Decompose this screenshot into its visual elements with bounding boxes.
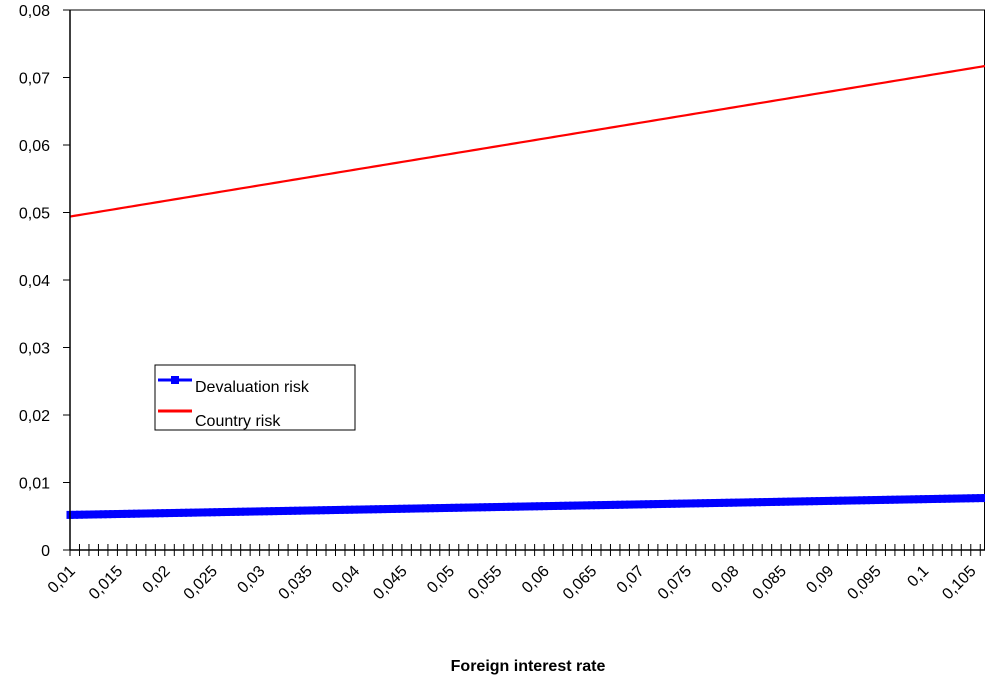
y-tick-label: 0,06: [19, 138, 50, 155]
legend-label-devaluation-risk: Devaluation risk: [195, 379, 310, 396]
x-tick-label: 0,06: [519, 563, 553, 597]
y-tick-label: 0: [41, 543, 50, 560]
x-tick-label: 0,03: [234, 563, 268, 597]
x-tick-label: 0,1: [904, 563, 932, 591]
x-tick-label: 0,07: [614, 563, 648, 597]
legend-marker-devaluation-risk: [171, 376, 179, 384]
y-tick-label: 0,01: [19, 476, 50, 493]
x-tick-label: 0,075: [655, 563, 695, 603]
y-tick-label: 0,04: [19, 273, 50, 290]
y-tick-label: 0,05: [19, 206, 50, 223]
x-tick-label: 0,05: [424, 563, 458, 597]
x-tick-label: 0,025: [181, 563, 221, 603]
legend-label-country-risk: Country risk: [195, 413, 281, 430]
y-tick-label: 0,08: [19, 3, 50, 20]
x-tick-label: 0,045: [370, 563, 410, 603]
x-tick-label: 0,08: [709, 563, 743, 597]
x-tick-label: 0,015: [86, 563, 126, 603]
x-axis: 0,01 0,015 0,02 0,025 0,03 0,035 0,04 0,045 0,05…: [45, 544, 985, 603]
x-tick-label: 0,085: [750, 563, 790, 603]
x-tick-label: 0,09: [803, 563, 837, 597]
x-tick-label: 0,035: [276, 563, 316, 603]
y-tick-label: 0,02: [19, 408, 50, 425]
legend: Devaluation risk Country risk: [155, 365, 355, 430]
y-tick-label: 0,07: [19, 71, 50, 88]
x-tick-label: 0,105: [939, 563, 979, 603]
series-line-country-risk: [70, 66, 985, 217]
x-tick-label: 0,01: [45, 563, 79, 597]
plot-area: [70, 10, 985, 550]
x-tick-label: 0,055: [465, 563, 505, 603]
x-tick-label: 0,04: [329, 563, 363, 597]
series-layer: [67, 66, 985, 519]
x-tick-label: 0,02: [140, 563, 174, 597]
x-tick-label: 0,095: [844, 563, 884, 603]
y-tick-label: 0,03: [19, 341, 50, 358]
x-axis-label: Foreign interest rate: [451, 658, 606, 675]
y-axis: 0 0,01 0,02 0,03 0,04 0,05 0,06 0,07 0,08: [19, 3, 70, 560]
data-point-devaluation-risk: [982, 494, 985, 502]
x-tick-label: 0,065: [560, 563, 600, 603]
